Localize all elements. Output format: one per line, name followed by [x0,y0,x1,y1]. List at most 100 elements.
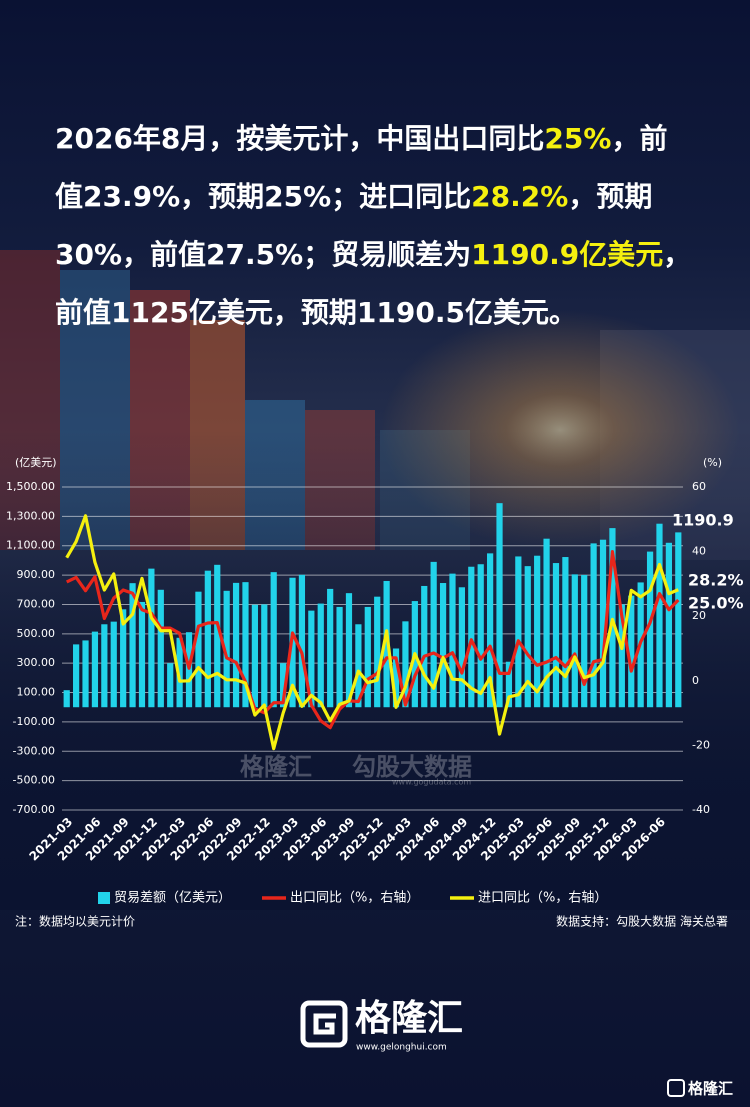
corner-icon [667,1079,685,1097]
y-tick-label: 1,100.00 [6,539,55,552]
headline-highlight: 28.2% [471,180,568,213]
headline-highlight: 25% [544,122,611,155]
bar [590,543,597,708]
bar [675,532,682,708]
bar [364,606,371,708]
headline-highlight: 1190.9亿美元 [471,238,663,271]
bar [458,587,465,708]
bar [298,574,306,708]
y-tick-label: -300.00 [13,744,55,757]
y-tick-label: 900.00 [17,568,56,581]
bar [63,690,70,708]
bar [646,551,654,708]
bar [223,590,230,708]
bar [308,610,315,708]
bar [195,591,202,708]
bar [543,538,550,708]
bar [204,570,211,708]
y-axis-label: (亿美元) [15,456,57,469]
bar [656,523,663,708]
bar [214,564,221,708]
bar [562,557,569,708]
logo-icon [300,1000,348,1048]
bar [374,596,381,708]
line-series [65,514,679,751]
headline-text: ，预期 [568,180,652,213]
bar [120,609,127,708]
headline-line: 值23.9%，预期25%；进口同比28.2%，预期 [55,180,652,213]
y2-tick-label: 60 [692,480,706,493]
legend-swatch [98,892,110,904]
y-tick-label: 100.00 [17,686,56,699]
note: 注：数据均以美元计价 [15,914,135,929]
corner-brand: 格隆汇 [688,1080,733,1098]
y2-tick-label: -40 [692,803,710,816]
data-label: 28.2% [688,571,744,590]
bar [487,553,494,708]
legend-label: 进口同比（%，右轴） [478,891,607,906]
bar [232,582,240,708]
bar [242,582,249,708]
headline-line: 2026年8月，按美元计，中国出口同比25%，前 [55,122,667,155]
source: 数据支持：勾股大数据 海关总署 [556,914,728,929]
y-tick-label: -100.00 [13,715,55,728]
y2-axis-label: (%) [703,456,722,469]
y2-tick-label: -20 [692,738,710,751]
y-tick-label: 500.00 [17,627,56,640]
bar [392,648,400,708]
bar [515,556,522,708]
footer-url: www.gelonghui.com [356,1043,447,1053]
bar [439,583,447,708]
y2-tick-label: 20 [692,609,706,622]
bar [618,604,625,708]
bar [327,588,334,708]
bar [477,564,484,708]
bar [251,604,258,708]
bar [581,574,588,708]
y-tick-label: 700.00 [17,597,56,610]
bar [552,563,560,708]
headline-text: ， [663,238,691,271]
y-tick-label: -700.00 [13,803,55,816]
bar [129,583,136,708]
bar [402,621,409,708]
y-tick-label: 300.00 [17,656,56,669]
watermark: 格隆汇 勾股大数据 [240,753,472,781]
bar [599,539,607,708]
bar [571,574,578,708]
bar [82,640,89,708]
bar [157,589,164,708]
y-tick-label: 1,300.00 [6,509,55,522]
bar [167,663,174,708]
bar [73,644,80,708]
bar [665,542,672,708]
bar [505,661,513,708]
bar [628,595,635,708]
bar [91,631,99,708]
y-tick-label: 1,500.00 [6,480,55,493]
bar [148,568,155,708]
headline-text: ，前 [611,122,667,155]
bar [449,573,456,708]
legend-label: 出口同比（%，右轴） [290,891,419,906]
footer-brand: 格隆汇 [355,998,463,1039]
legend-label: 贸易差额（亿美元） [114,891,231,906]
headline-text: 前值1125亿美元，预期1190.5亿美元。 [55,296,577,329]
watermark-partner: 勾股大数据 [352,753,472,781]
data-label: 25.0% [688,594,744,613]
y2-tick-label: 40 [692,545,706,558]
bar [270,572,277,708]
bar [534,555,541,708]
bar [421,585,428,708]
watermark-url: www.gogudata.com [392,778,471,787]
logo-icon-mark [313,1013,336,1035]
bar [524,566,531,708]
bar [496,503,503,708]
bar [336,606,343,708]
bar [110,621,117,708]
bar [138,601,146,708]
bar [280,663,287,708]
y2-tick-label: 0 [692,674,699,687]
bar [430,561,437,708]
